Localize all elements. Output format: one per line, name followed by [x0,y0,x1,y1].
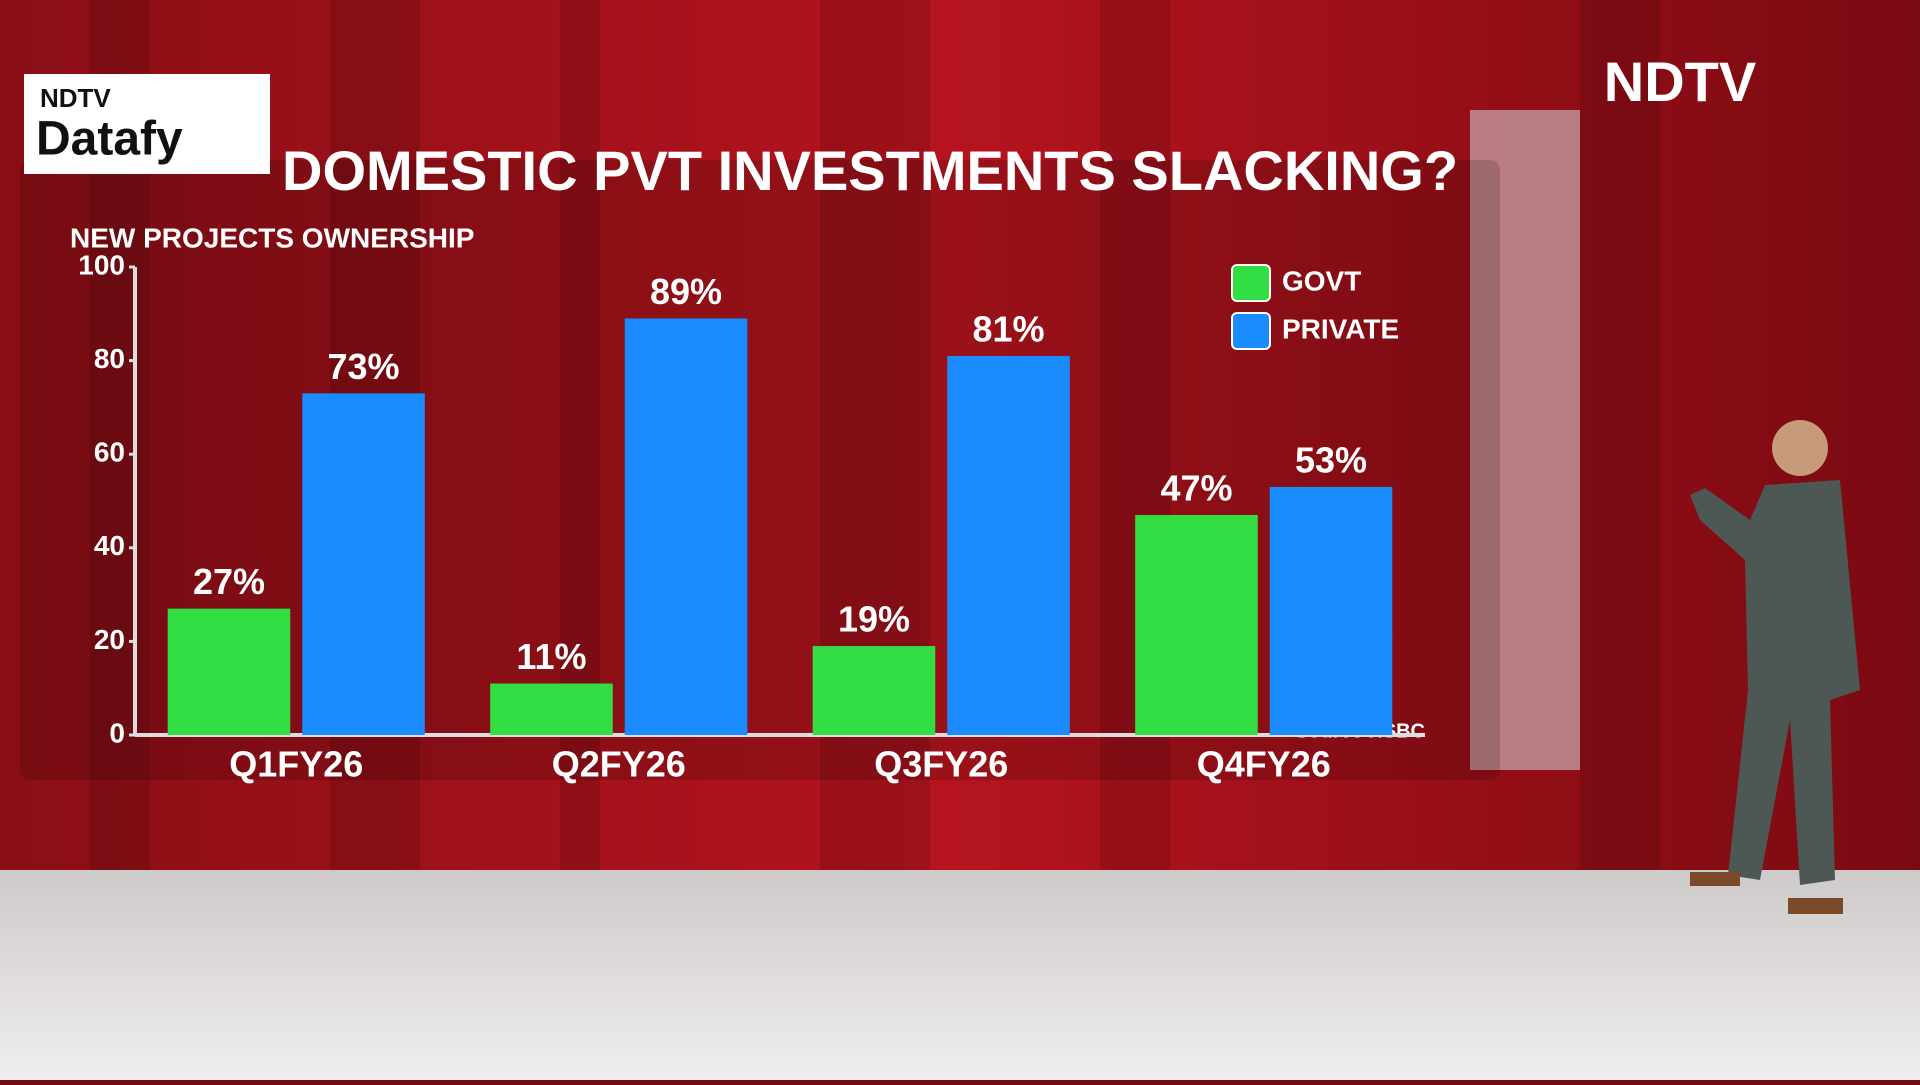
logo-bottom: Datafy [36,113,183,166]
y-tick-label: 40 [94,530,125,561]
value-label: 81% [972,308,1044,349]
floor [0,870,1920,1080]
value-label: 73% [327,346,399,387]
logo-box [24,74,270,174]
bar [1269,486,1393,735]
value-label: 89% [650,271,722,312]
x-tick-label: Q3FY26 [874,744,1008,785]
y-tick-label: 100 [78,249,125,280]
value-label: 19% [838,599,910,640]
bar [947,355,1070,735]
bar [167,608,291,735]
legend-label: GOVT [1282,265,1361,296]
value-label: 53% [1295,439,1367,480]
light-panel [1470,110,1580,770]
x-tick-label: Q4FY26 [1197,744,1331,785]
y-axis-label: NEW PROJECTS OWNERSHIP [70,222,474,253]
value-label: 27% [193,561,265,602]
bar [812,646,936,735]
logo-top: NDTV [40,83,111,113]
bar [302,393,425,735]
y-tick-label: 0 [109,717,125,748]
x-tick-label: Q1FY26 [229,744,363,785]
value-label: 47% [1160,468,1232,509]
y-tick-label: 80 [94,343,125,374]
legend-swatch [1231,312,1271,350]
legend-label: PRIVATE [1282,313,1399,344]
y-tick-label: 60 [94,437,125,468]
value-label: 11% [516,636,586,677]
bar [624,318,748,735]
legend-swatch [1231,264,1271,302]
y-tick-label: 20 [94,624,125,655]
channel-logo: NDTV [1604,50,1756,113]
x-tick-label: Q2FY26 [552,744,686,785]
datafy-logo: NDTV Datafy [24,74,270,174]
bar [1135,515,1258,735]
chart-title: DOMESTIC PVT INVESTMENTS SLACKING? [282,139,1458,202]
presenter [1690,420,1860,914]
bar [490,683,613,735]
